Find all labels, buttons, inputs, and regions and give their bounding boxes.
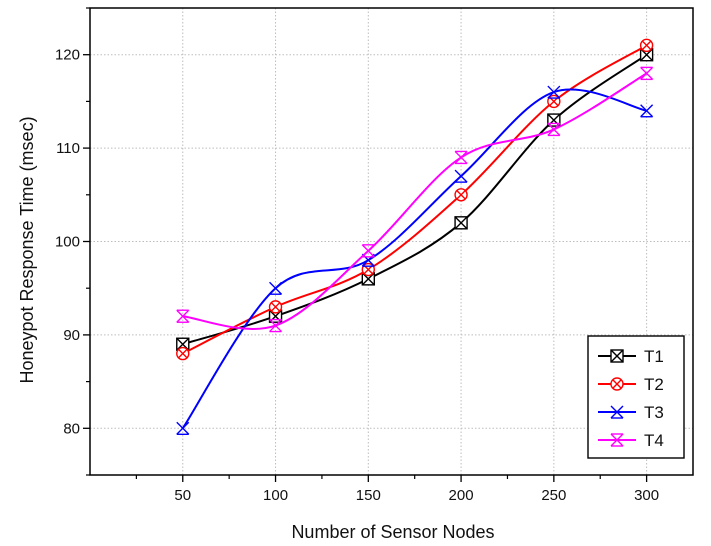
x-tick-label: 250 [541,487,566,504]
data-point-t2 [639,38,654,53]
data-point-t3 [640,104,654,118]
marker-diag [361,244,375,258]
data-point-t4 [269,318,283,333]
y-tick-label: 120 [55,47,80,64]
y-tick-label: 100 [55,234,80,251]
marker-diag [269,319,283,333]
legend-marker-t1 [610,349,624,363]
data-point-t2 [176,346,190,361]
legend-marker-t4 [610,433,624,447]
legend: T1 T2 T3 T4 [587,335,685,459]
x-tick-label: 300 [634,487,659,504]
data-point-t3 [547,85,561,99]
legend-label-t2: T2 [644,375,664,394]
marker-diag [269,281,283,295]
tick-labels: 50 100 150 200 250 300 80 90 100 110 120 [55,47,659,504]
data-point-t4 [361,244,375,258]
grid [90,8,693,475]
marker-diag [456,189,466,200]
data-point-t3 [454,169,468,183]
data-point-t4 [547,122,561,137]
data-point-t2 [268,300,283,314]
data-point-t4 [454,150,468,165]
data-point-t4 [176,309,190,323]
marker-diag [454,150,468,164]
marker-diag [610,433,624,447]
series-line-t4 [182,72,648,330]
y-tick-label: 110 [56,140,80,157]
marker-diag [640,66,654,80]
legend-label-t1: T1 [644,347,664,366]
series-line-t3 [181,88,647,429]
marker-diag [547,122,561,136]
marker-diag [641,40,652,51]
y-tick-label: 90 [63,327,80,344]
marker-diag [176,421,190,435]
axes [83,7,694,482]
x-tick-label: 100 [263,487,288,504]
legend-marker-t3 [610,405,624,419]
x-tick-label: 200 [449,487,474,504]
series-line-t1 [182,53,648,346]
data-point-t1 [454,216,468,230]
data-point-t2 [454,188,468,202]
y-tick-label: 80 [63,420,80,437]
legend-label-t3: T3 [644,403,664,422]
series-group [176,38,654,435]
marker-diag [454,216,468,230]
marker-diag [270,302,281,312]
marker-diag [454,169,468,183]
marker-diag [610,405,624,419]
x-tick-label: 150 [356,487,381,504]
legend-label-t4: T4 [644,431,664,450]
data-point-t3 [176,421,190,435]
legend-marker-t2 [610,377,624,391]
marker-diag [176,309,190,323]
series-line-t2 [182,44,648,355]
marker-diag [612,379,622,389]
data-point-t3 [269,281,283,295]
marker-diag [640,104,654,118]
x-tick-label: 50 [174,487,191,504]
y-axis-title: Honeypot Response Time (msec) [17,116,37,383]
x-axis-title: Number of Sensor Nodes [291,522,494,542]
marker-diag [547,85,561,99]
marker-diag [177,348,188,359]
data-point-t4 [640,66,654,81]
marker-diag [610,349,624,363]
